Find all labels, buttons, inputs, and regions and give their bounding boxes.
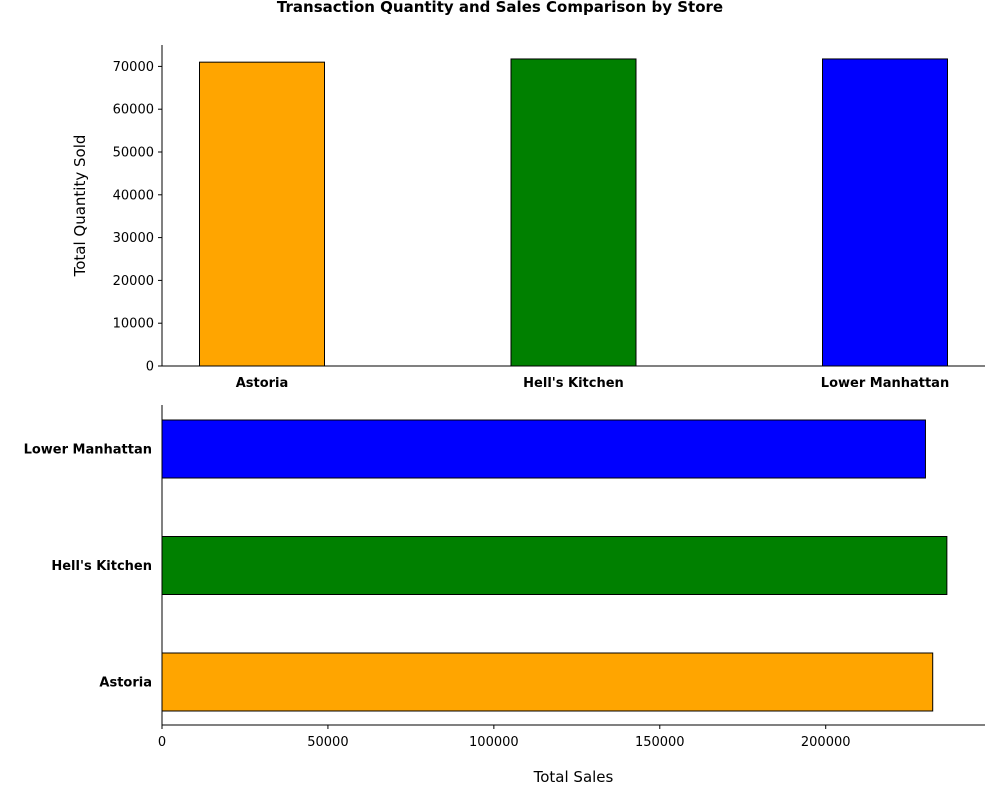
x-tick-label: 100000 bbox=[469, 735, 519, 750]
sales-bar-chart: Astoria Hell's Kitchen Lower Manhattan 0 500… bbox=[24, 405, 985, 786]
y-tick-label-astoria: Astoria bbox=[99, 676, 152, 691]
x-tick-label-lower-manhattan: Lower Manhattan bbox=[821, 376, 949, 391]
y-tick-label: 50000 bbox=[113, 146, 154, 161]
bar-quantity-astoria bbox=[199, 61, 325, 367]
bar-sales-lower-manhattan bbox=[161, 419, 926, 479]
bar-sales-astoria bbox=[161, 652, 934, 712]
quantity-bar-chart: Astoria Hell's Kitchen Lower Manhattan 0 100… bbox=[71, 45, 985, 391]
x-tick-label-hell-s-kitchen: Hell's Kitchen bbox=[523, 376, 624, 391]
y-tick-label: 30000 bbox=[113, 231, 154, 246]
x-tick-label: 200000 bbox=[801, 735, 851, 750]
chart-title: Transaction Quantity and Sales Compariso… bbox=[277, 0, 723, 16]
x-tick-label: 0 bbox=[158, 735, 166, 750]
bar-sales-hell-s-kitchen bbox=[161, 536, 948, 595]
y-tick-label: 20000 bbox=[113, 274, 154, 289]
y-axis-title: Total Quantity Sold bbox=[71, 135, 89, 278]
x-axis-title: Total Sales bbox=[533, 768, 614, 786]
bar-quantity-hell-s-kitchen bbox=[510, 58, 637, 367]
x-tick-label-astoria: Astoria bbox=[236, 376, 289, 391]
y-tick-label: 70000 bbox=[113, 60, 154, 75]
x-tick-label: 50000 bbox=[307, 735, 348, 750]
y-tick-label-lower-manhattan: Lower Manhattan bbox=[24, 443, 152, 458]
bar-quantity-lower-manhattan bbox=[822, 58, 948, 367]
y-tick-label-hell-s-kitchen: Hell's Kitchen bbox=[51, 559, 152, 574]
x-tick-label: 150000 bbox=[635, 735, 685, 750]
y-tick-label: 40000 bbox=[113, 188, 154, 203]
y-tick-label: 0 bbox=[146, 360, 154, 375]
y-tick-label: 10000 bbox=[113, 317, 154, 332]
y-tick-label: 60000 bbox=[113, 103, 154, 118]
